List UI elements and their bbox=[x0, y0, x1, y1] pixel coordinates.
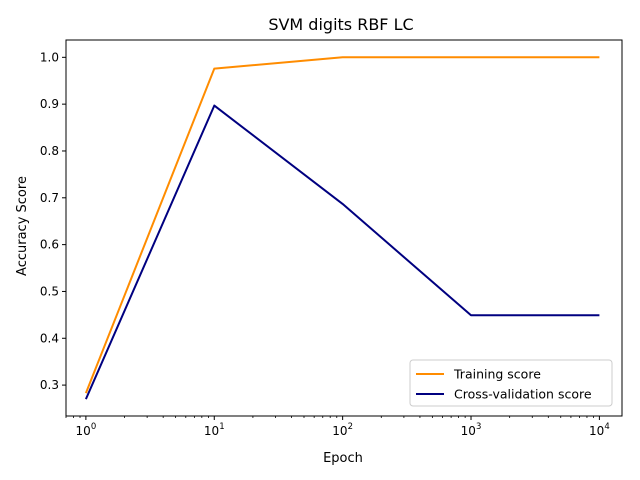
y-tick-label: 0.6 bbox=[40, 238, 59, 252]
series-line-2 bbox=[84, 104, 600, 400]
legend-box bbox=[409, 359, 613, 407]
legend: Training score Cross-validation score bbox=[409, 359, 613, 407]
y-axis-label: Accuracy Score bbox=[15, 176, 30, 276]
series-lines bbox=[84, 56, 600, 400]
series-line-1 bbox=[84, 56, 600, 394]
y-tick-label: 0.9 bbox=[40, 97, 59, 111]
x-tick-label: 102 bbox=[332, 422, 353, 438]
y-tick-label: 0.4 bbox=[40, 331, 59, 345]
y-tick-label: 1.0 bbox=[40, 50, 59, 64]
x-tick-label: 101 bbox=[204, 422, 225, 438]
y-tick-label: 0.5 bbox=[40, 284, 59, 298]
y-axis-ticks: 0.3 0.4 0.5 0.6 0.7 0.8 0.9 1.0 bbox=[40, 50, 66, 392]
x-axis-ticks: 100 101 102 103 104 bbox=[65, 416, 610, 438]
legend-label-1: Training score bbox=[453, 367, 541, 382]
legend-label-2: Cross-validation score bbox=[454, 387, 592, 402]
axes-frame bbox=[65, 39, 623, 417]
plot-area bbox=[65, 39, 623, 417]
y-tick-label: 0.7 bbox=[40, 191, 59, 205]
chart-title: SVM digits RBF LC bbox=[268, 15, 413, 34]
x-tick-label: 103 bbox=[461, 422, 482, 438]
x-tick-label: 104 bbox=[589, 422, 610, 438]
y-tick-label: 0.3 bbox=[40, 378, 59, 392]
y-tick-label: 0.8 bbox=[40, 144, 59, 158]
x-axis-label: Epoch bbox=[323, 451, 363, 466]
x-tick-label: 100 bbox=[76, 422, 97, 438]
